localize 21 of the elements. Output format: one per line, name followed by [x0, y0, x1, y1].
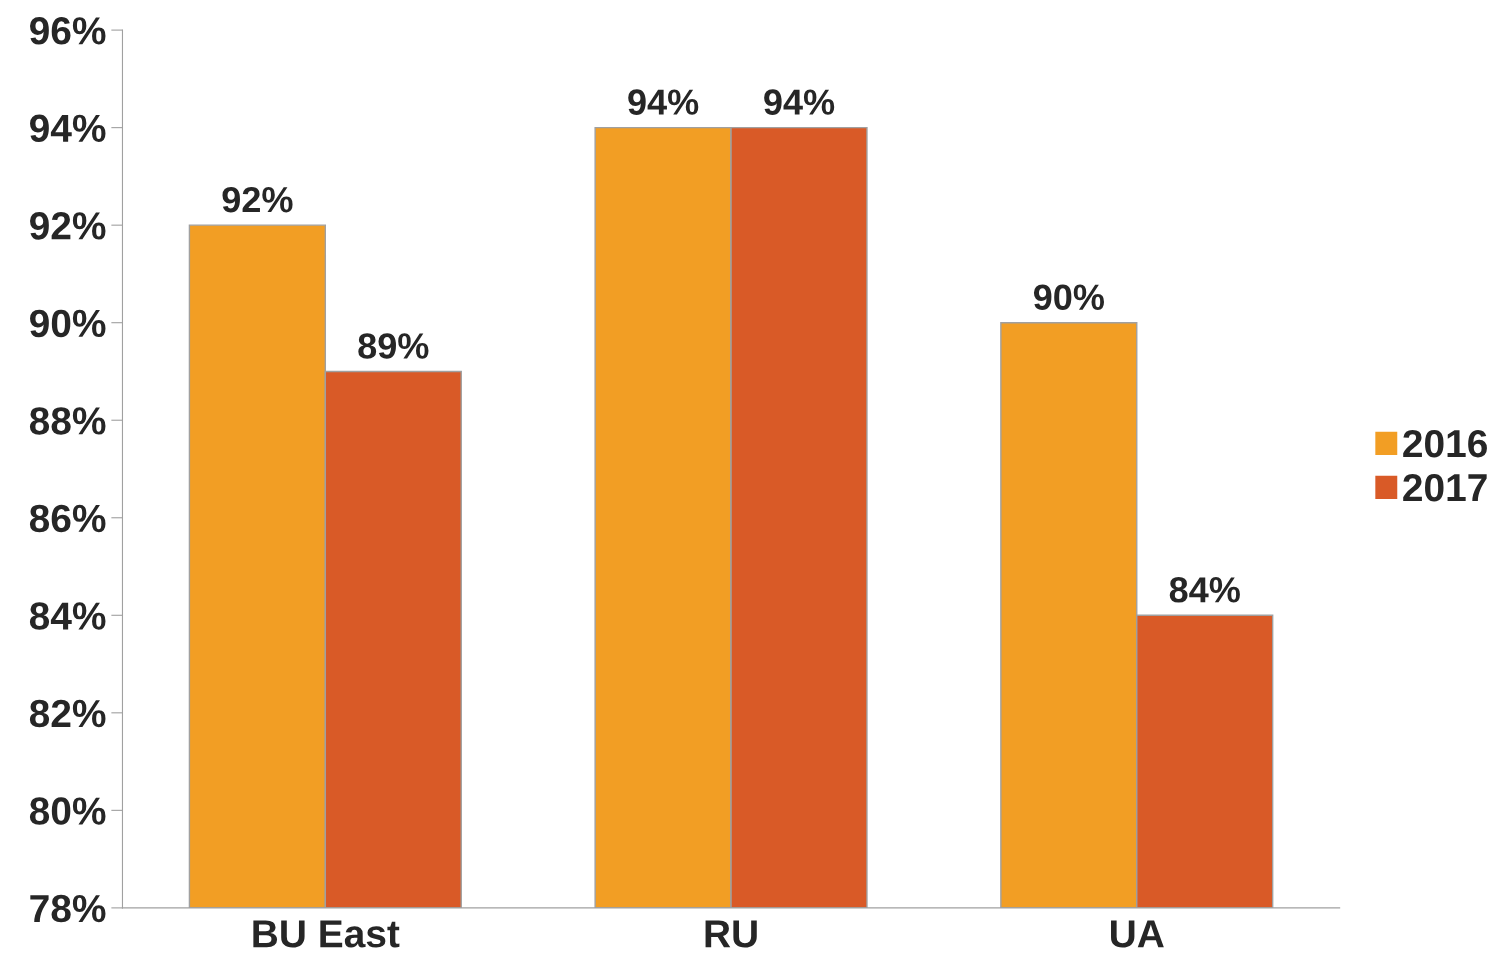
data-label: 84% — [1169, 577, 1240, 603]
y-tick-label: 84% — [29, 602, 106, 630]
legend-label: 2016 — [1403, 429, 1487, 458]
data-label: 92% — [222, 186, 293, 213]
y-tick-label: 80% — [29, 797, 106, 825]
y-tick-label: 82% — [29, 699, 106, 728]
x-tick-label: UA — [1111, 920, 1164, 948]
data-label: 94% — [628, 89, 699, 115]
y-tick-label: 86% — [29, 504, 106, 533]
y-tick-label: 90% — [30, 309, 106, 338]
data-label: 90% — [1033, 284, 1104, 310]
y-tick-label: 92% — [30, 212, 106, 240]
x-tick-label: BU East — [253, 920, 400, 948]
y-tick-label: 78% — [30, 894, 106, 923]
y-tick-label: 88% — [29, 407, 106, 435]
data-label: 89% — [358, 333, 429, 359]
y-tick-label: 94% — [30, 114, 106, 143]
legend-label: 2017 — [1403, 473, 1487, 502]
y-tick-label: 96% — [30, 17, 106, 45]
x-tick-label: RU — [705, 920, 757, 948]
data-label: 94% — [764, 89, 835, 115]
